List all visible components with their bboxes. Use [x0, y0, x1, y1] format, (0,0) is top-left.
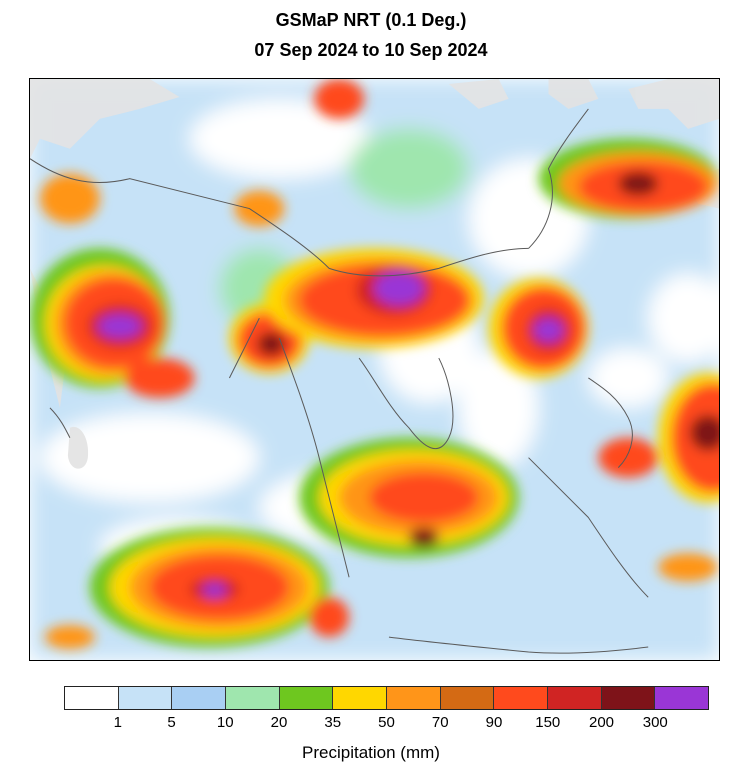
- map-subtitle: 07 Sep 2024 to 10 Sep 2024: [254, 40, 488, 60]
- colorbar-segment: [494, 687, 549, 709]
- colorbar-segment: [118, 687, 173, 709]
- colorbar-tick-label: 35: [324, 714, 342, 731]
- colorbar-tick-label: 20: [270, 714, 288, 731]
- colorbar-segment: [226, 687, 280, 709]
- colorbar-tick-label: 50: [378, 714, 395, 731]
- colorbar-title: Precipitation (mm): [302, 743, 440, 762]
- colorbar-segment: [601, 687, 656, 709]
- map-canvas: [30, 79, 719, 660]
- colorbar-tick-label: 90: [485, 714, 503, 731]
- colorbar-segment: [387, 687, 441, 709]
- colorbar-segment: [333, 687, 388, 709]
- colorbar-segment: [279, 687, 334, 709]
- colorbar-tick-label: 10: [216, 714, 234, 731]
- colorbar-segment: [440, 687, 495, 709]
- map-title: GSMaP NRT (0.1 Deg.): [275, 10, 467, 30]
- colorbar: [64, 686, 709, 710]
- colorbar-segment: [65, 687, 119, 709]
- colorbar-segment: [655, 687, 709, 709]
- colorbar-tick-label: 200: [588, 714, 615, 731]
- colorbar-segment: [172, 687, 227, 709]
- colorbar-tick-labels: 1 5 10 20 35 50 70 90 150 200 300: [64, 714, 709, 734]
- colorbar-tick-label: 300: [642, 714, 668, 731]
- colorbar-segment: [548, 687, 602, 709]
- precipitation-map: [29, 78, 720, 661]
- colorbar-tick-label: 1: [113, 714, 122, 731]
- colorbar-tick-label: 5: [167, 714, 176, 731]
- heavy-rain-layer: [30, 79, 719, 650]
- colorbar-tick-label: 150: [535, 714, 561, 731]
- colorbar-tick-label: 70: [431, 714, 449, 731]
- coastline-lines: [30, 108, 649, 654]
